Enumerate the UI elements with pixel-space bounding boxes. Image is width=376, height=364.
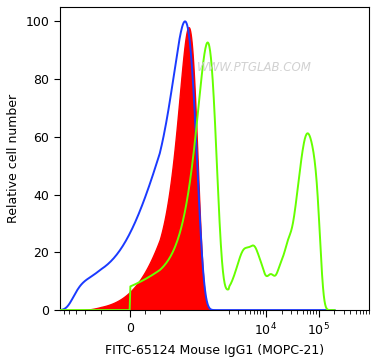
Text: WWW.PTGLAB.COM: WWW.PTGLAB.COM	[197, 61, 312, 74]
Y-axis label: Relative cell number: Relative cell number	[7, 94, 20, 223]
X-axis label: FITC-65124 Mouse IgG1 (MOPC-21): FITC-65124 Mouse IgG1 (MOPC-21)	[105, 344, 324, 357]
